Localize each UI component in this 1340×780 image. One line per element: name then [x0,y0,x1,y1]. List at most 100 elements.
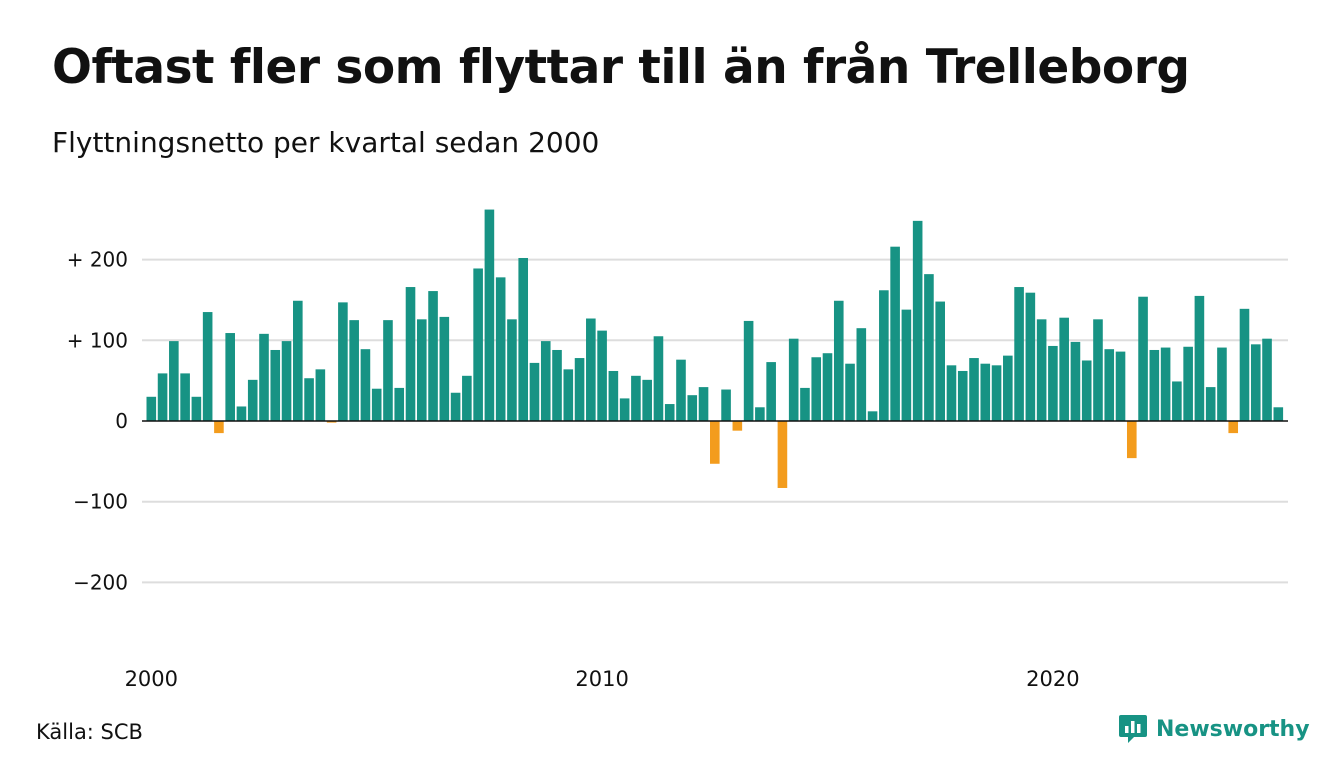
bar [710,421,720,464]
bar [1093,319,1103,421]
bar [1149,349,1160,421]
bar [552,349,562,421]
bar [326,421,337,423]
bar [518,257,529,421]
bar [1194,295,1205,421]
bar [901,309,912,421]
newsworthy-logo-icon [1119,715,1147,743]
bar [473,268,483,421]
bar [1172,381,1182,421]
bar [991,365,1002,421]
bar [608,370,619,421]
bar [270,349,281,421]
bar [867,411,878,421]
chart-subtitle: Flyttningsnetto per kvartal sedan 2000 [52,126,600,159]
bar [281,341,292,421]
chart-title: Oftast fler som flyttar till än från Tre… [52,40,1190,95]
brand-name: Newsworthy [1156,716,1310,742]
bar [687,395,698,421]
bar [1115,351,1126,421]
bar [507,319,517,421]
bar [428,291,438,421]
bar [563,369,574,421]
bar [304,378,314,421]
bar [1239,308,1250,421]
bar [462,375,472,421]
y-axis-labels: + 200 + 100 0 −100 −200 [67,248,128,595]
bar [315,369,326,421]
bar [169,341,179,421]
source-label: Källa: SCB [36,720,143,744]
bar [191,396,202,421]
bar [946,365,957,421]
bar [743,320,754,421]
bar [1228,421,1239,434]
bar [360,349,371,421]
bar [484,209,495,421]
y-tick-label: −200 [73,570,128,594]
bar [293,300,303,421]
y-tick-label: + 100 [67,328,128,352]
bar [833,300,844,421]
bar [236,406,247,421]
bar [732,421,743,431]
y-tick-label: −100 [73,490,128,514]
bar [1003,355,1013,421]
bar [721,389,731,421]
bar [676,359,686,421]
y-tick-label: + 200 [67,248,128,272]
bar [180,373,190,421]
bar [1070,341,1081,421]
bar [1205,387,1216,421]
bar [777,421,788,488]
bar [935,301,945,421]
bar [879,290,889,421]
bar [1104,349,1115,421]
bar [1273,407,1284,421]
y-tick-label: 0 [115,409,128,433]
bar [912,220,923,421]
bar [416,319,427,421]
bar [338,302,348,421]
bar [755,407,765,421]
bar [157,373,168,421]
bar [1025,292,1036,421]
bar [811,357,822,421]
bar [1183,346,1193,421]
bar [788,338,799,421]
bar [259,333,269,421]
bar [664,404,675,421]
bar [247,379,258,421]
x-tick-label: 2020 [1026,667,1079,691]
bar [1081,360,1092,422]
bar [1014,287,1024,421]
bar [653,336,664,421]
bar [405,287,416,421]
bar [1250,344,1261,421]
bar [371,388,382,421]
bar [540,341,551,421]
bar [202,312,213,422]
bar [766,362,776,421]
bar [225,333,235,421]
bar [383,320,393,422]
bar [1138,296,1148,421]
bar [1126,421,1137,459]
bar [214,421,224,434]
bar [1048,345,1058,421]
bar [574,358,585,421]
x-tick-label: 2000 [125,667,178,691]
x-tick-label: 2010 [575,667,628,691]
bar [631,375,641,421]
bar [924,274,934,421]
bar [642,379,652,421]
bar [969,358,979,421]
bar [1036,319,1047,421]
bar [1160,347,1171,421]
bar [450,392,461,421]
bar [890,246,900,421]
bar [1262,338,1272,421]
bar [586,318,596,421]
bar [619,398,630,421]
